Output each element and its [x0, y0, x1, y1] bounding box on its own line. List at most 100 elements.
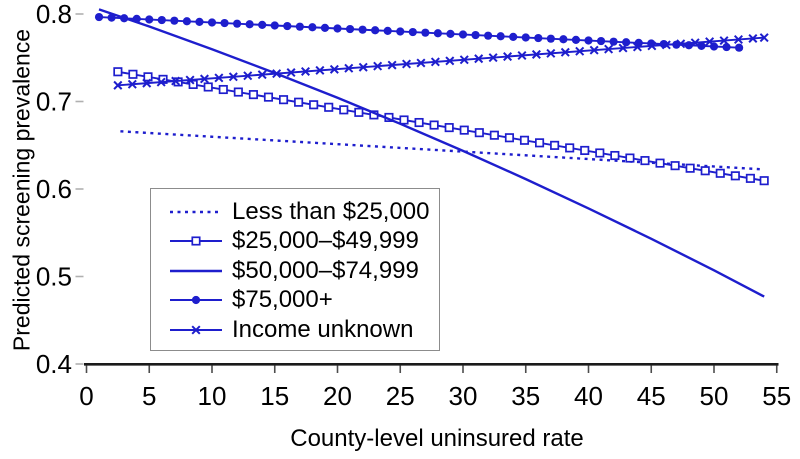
open-square-marker: [519, 135, 530, 145]
x-cross-marker: [719, 36, 729, 46]
filled-circle-marker: [107, 13, 116, 22]
y-axis-tick-label: 0.7: [36, 87, 72, 117]
open-square-marker: [730, 171, 740, 181]
filled-circle-marker: [546, 34, 555, 43]
legend-swatch-filled-circle-line: [169, 290, 223, 310]
filled-circle-marker: [345, 24, 355, 34]
filled-circle-marker: [191, 296, 201, 305]
open-square-marker: [489, 130, 499, 140]
legend-swatch-x-marker-line: [169, 320, 223, 340]
filled-circle-marker: [333, 24, 342, 33]
y-axis-tick-label: 0.8: [36, 0, 72, 29]
series-3: [94, 12, 744, 52]
x-cross-marker: [503, 52, 513, 62]
x-cross-marker: [373, 61, 383, 71]
open-square-marker: [474, 128, 484, 138]
x-cross-marker: [286, 68, 296, 78]
x-cross-marker: [604, 44, 614, 54]
x-cross-marker: [589, 45, 599, 55]
legend-swatch-dotted-line: [169, 202, 223, 222]
filled-circle-marker: [584, 36, 593, 45]
x-cross-marker: [199, 74, 209, 84]
filled-circle-marker: [609, 37, 618, 46]
x-cross-marker: [618, 43, 628, 53]
x-cross-marker: [113, 80, 123, 90]
open-square-marker: [128, 69, 138, 79]
x-cross-marker: [459, 55, 469, 65]
open-square-marker: [263, 92, 274, 102]
filled-circle-marker: [458, 30, 468, 39]
filled-circle-marker: [433, 29, 442, 38]
open-square-marker: [248, 90, 258, 100]
open-square-marker: [399, 115, 409, 125]
legend-item-4: Income unknown: [169, 315, 439, 345]
x-cross-marker: [387, 60, 397, 70]
filled-circle-marker: [94, 12, 104, 22]
legend-item-2: $50,000–$74,999: [169, 256, 439, 286]
filled-circle-marker: [722, 42, 731, 52]
filled-circle-marker: [484, 31, 493, 40]
y-axis-tick-label: 0.6: [36, 174, 72, 204]
open-square-marker: [700, 166, 710, 176]
open-square-marker: [294, 97, 304, 107]
filled-circle-marker: [145, 15, 154, 24]
x-cross-marker: [329, 64, 339, 74]
filled-circle-marker: [446, 29, 455, 38]
x-cross-marker: [546, 48, 556, 58]
x-cross-marker: [705, 37, 715, 47]
series-4: [113, 33, 769, 90]
open-square-marker: [625, 153, 635, 163]
x-cross-marker: [647, 41, 657, 51]
open-square-marker: [143, 72, 153, 82]
filled-circle-marker: [283, 21, 292, 31]
x-cross-marker: [474, 54, 484, 64]
x-cross-marker: [733, 35, 743, 45]
open-square-marker: [595, 148, 605, 158]
filled-circle-marker: [383, 26, 392, 35]
open-square-marker: [278, 95, 289, 105]
open-square-marker: [580, 145, 590, 155]
axes: 0 5 10 15 20 25 30 35 40 45 50 55 0.4 0.5 0.6 0.7 0.8: [36, 0, 791, 411]
y-axis-tick-label: 0.5: [36, 262, 72, 292]
x-cross-marker: [214, 73, 224, 83]
x-cross-marker: [402, 59, 412, 69]
x-cross-marker: [430, 57, 440, 67]
x-axis-tick-label: 30: [449, 381, 478, 411]
x-cross-marker: [272, 69, 282, 79]
open-square-marker: [670, 161, 680, 171]
open-square-marker: [429, 120, 439, 130]
legend-label: $25,000–$49,999: [232, 227, 419, 255]
x-cross-marker: [358, 62, 368, 72]
filled-circle-marker: [421, 28, 430, 37]
x-cross-marker: [228, 72, 238, 82]
filled-circle-marker: [622, 38, 631, 47]
filled-circle-marker: [245, 20, 254, 29]
x-cross-marker: [127, 79, 137, 89]
open-square-marker: [610, 150, 620, 161]
x-cross-marker: [661, 40, 671, 50]
x-cross-marker: [191, 325, 201, 335]
x-axis-tick-label: 55: [762, 381, 791, 411]
legend-swatch-solid-line: [169, 261, 223, 281]
open-square-marker: [203, 82, 213, 92]
open-square-marker: [535, 138, 545, 148]
x-cross-marker: [690, 38, 700, 48]
x-cross-marker: [632, 42, 642, 52]
y-axis-tick-label: 0.4: [36, 349, 72, 379]
open-square-marker: [550, 140, 560, 150]
x-axis-title: County-level uninsured rate: [290, 425, 584, 452]
x-cross-marker: [416, 58, 426, 68]
series-line: [117, 36, 765, 87]
filled-circle-marker: [408, 27, 417, 37]
filled-circle-marker: [220, 18, 229, 28]
x-axis-tick-label: 5: [142, 381, 156, 411]
x-cross-marker: [488, 53, 498, 63]
x-cross-marker: [748, 33, 758, 43]
filled-circle-marker: [195, 17, 204, 26]
filled-circle-marker: [270, 21, 279, 30]
open-square-marker: [354, 107, 364, 117]
series-line: [98, 16, 740, 49]
filled-circle-marker: [534, 33, 543, 43]
x-cross-marker: [517, 50, 527, 61]
